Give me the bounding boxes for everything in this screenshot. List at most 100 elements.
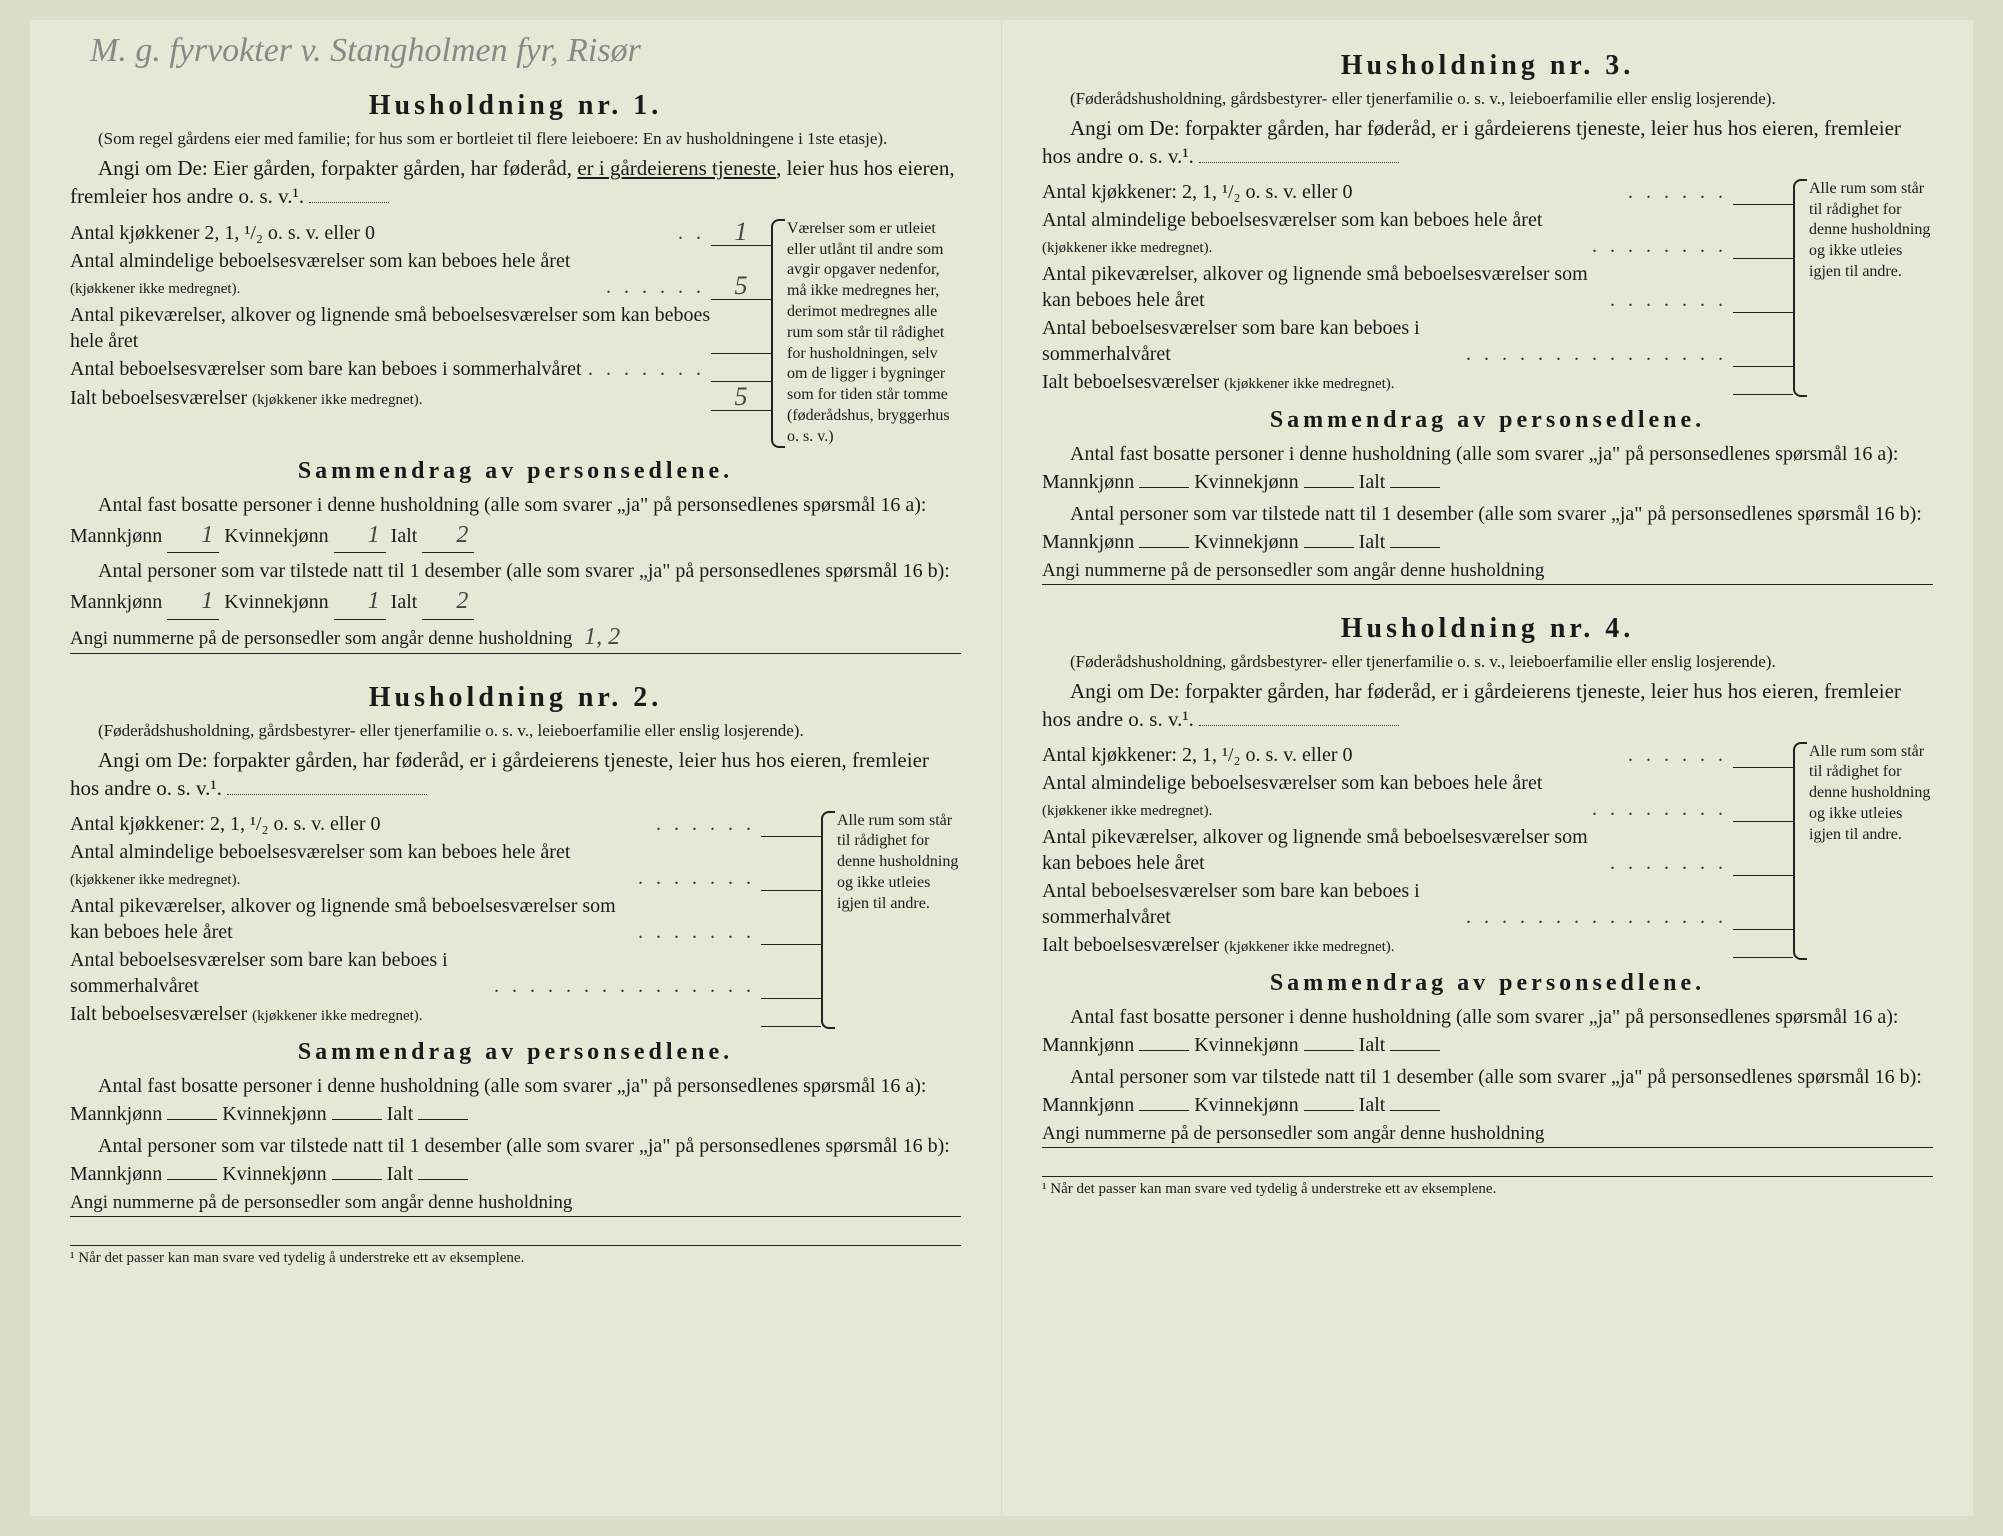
hh3-sidenote-text: Alle rum som står til rådighet for denne… — [1809, 180, 1930, 280]
hh4-ialt-val — [1733, 957, 1793, 958]
hh4-kjokken-label: Antal kjøkkener: 2, 1, ¹/₂ o. s. v. elle… — [1042, 742, 1622, 768]
hh2-kjokken-label: Antal kjøkkener: 2, 1, ¹/₂ o. s. v. elle… — [70, 811, 650, 837]
hh2-title: Husholdning nr. 2. — [70, 682, 961, 714]
footnote-left: ¹ Når det passer kan man svare ved tydel… — [70, 1245, 961, 1267]
household-4: Husholdning nr. 4. (Føderådshusholdning,… — [1042, 613, 1933, 1148]
hh4-row0-label: Antal almindelige beboelsesværelser som … — [1042, 772, 1542, 794]
footnote-right: ¹ Når det passer kan man svare ved tydel… — [1042, 1176, 1933, 1198]
hh3-row1: Antal pikeværelser, alkover og lignende … — [1042, 261, 1793, 313]
dots: . . . . . . — [1622, 742, 1733, 768]
hh1-ialt-small: (kjøkkener ikke medregnet). — [252, 392, 422, 408]
hh2-angi-text: Angi om De: forpakter gården, har føderå… — [70, 748, 929, 800]
hh2-angi: Angi om De: forpakter gården, har føderå… — [70, 746, 961, 803]
hh3-nummerne-label: Angi nummerne på de personsedler som ang… — [1042, 560, 1544, 581]
hh3-row2-label: Antal beboelsesværelser som bare kan beb… — [1042, 315, 1460, 367]
hh3-kjokken-row: Antal kjøkkener: 2, 1, ¹/₂ o. s. v. elle… — [1042, 179, 1793, 205]
hh4-row0-val — [1733, 821, 1793, 822]
hh1-sidenote-text: Værelser som er utleiet eller utlånt til… — [787, 220, 950, 445]
hh1-title: Husholdning nr. 1. — [70, 90, 961, 122]
hh3-angi: Angi om De: forpakter gården, har føderå… — [1042, 114, 1933, 171]
brace-icon — [771, 219, 785, 448]
hh3-p16a: Antal fast bosatte personer i denne hush… — [1042, 440, 1933, 496]
hh4-sidenote-text: Alle rum som står til rådighet for denne… — [1809, 743, 1930, 843]
hh3-angi-text: Angi om De: forpakter gården, har føderå… — [1042, 116, 1901, 168]
hh3-p16b-m — [1139, 547, 1189, 548]
hh1-row1: Antal pikeværelser, alkover og lignende … — [70, 302, 771, 354]
hh2-ialt-label: Ialt beboelsesværelser — [70, 1003, 247, 1025]
hh2-kjokken-val — [761, 836, 821, 837]
hh2-p16a-k — [332, 1119, 382, 1120]
hh3-sidenote: Alle rum som står til rådighet for denne… — [1803, 179, 1933, 397]
hh1-angi-blank — [309, 202, 389, 203]
hh3-kjokken-label: Antal kjøkkener: 2, 1, ¹/₂ o. s. v. elle… — [1042, 179, 1622, 205]
hh4-sidenote: Alle rum som står til rådighet for denne… — [1803, 742, 1933, 960]
hh3-p16a-m — [1139, 487, 1189, 488]
hh2-sub: (Føderådshusholdning, gårdsbestyrer- ell… — [70, 720, 961, 742]
dots: . . . . . . . . . . . . . . . — [1460, 341, 1733, 367]
hh1-sammen-title: Sammendrag av personsedlene. — [70, 458, 961, 485]
hh1-p16a: Antal fast bosatte personer i denne hush… — [70, 491, 961, 554]
hh4-angi-text: Angi om De: forpakter gården, har føderå… — [1042, 679, 1901, 731]
hh3-row2: Antal beboelsesværelser som bare kan beb… — [1042, 315, 1793, 367]
hh1-nummerne: Angi nummerne på de personsedler som ang… — [70, 624, 961, 654]
hh4-title: Husholdning nr. 4. — [1042, 613, 1933, 645]
hh4-p16b: Antal personer som var tilstede natt til… — [1042, 1063, 1933, 1119]
hh4-sammen-title: Sammendrag av personsedlene. — [1042, 970, 1933, 997]
hh4-nummerne-label: Angi nummerne på de personsedler som ang… — [1042, 1123, 1544, 1144]
handwriting-note: M. g. fyrvokter v. Stangholmen fyr, Risø… — [90, 32, 641, 70]
hh4-p16b-ialt — [1390, 1110, 1440, 1111]
hh3-ialt-small: (kjøkkener ikke medregnet). — [1224, 376, 1394, 392]
hh3-row0-label: Antal almindelige beboelsesværelser som … — [1042, 209, 1542, 231]
hh1-row0-val: 5 — [711, 273, 771, 300]
hh3-p16a-k — [1304, 487, 1354, 488]
hh4-p16a-k — [1304, 1050, 1354, 1051]
dots: . . . . . . . — [632, 919, 761, 945]
hh1-sub: (Som regel gårdens eier med familie; for… — [70, 128, 961, 150]
hh3-p16b-k — [1304, 547, 1354, 548]
hh3-sammen-title: Sammendrag av personsedlene. — [1042, 407, 1933, 434]
hh4-row2-val — [1733, 929, 1793, 930]
hh2-nummerne: Angi nummerne på de personsedler som ang… — [70, 1192, 961, 1217]
dots: . . . . . . . . . . . . . . . — [488, 973, 761, 999]
hh3-ialt-label: Ialt beboelsesværelser — [1042, 371, 1219, 393]
hh4-p16a: Antal fast bosatte personer i denne hush… — [1042, 1003, 1933, 1059]
hh3-title: Husholdning nr. 3. — [1042, 50, 1933, 82]
hh2-kjokken-row: Antal kjøkkener: 2, 1, ¹/₂ o. s. v. elle… — [70, 811, 821, 837]
hh2-row1-val — [761, 944, 821, 945]
hh2-row0-label: Antal almindelige beboelsesværelser som … — [70, 841, 570, 863]
ialt-label: Ialt — [1359, 531, 1386, 553]
hh3-sub: (Føderådshusholdning, gårdsbestyrer- ell… — [1042, 88, 1933, 110]
hh4-p16b-k — [1304, 1110, 1354, 1111]
hh3-row1-label: Antal pikeværelser, alkover og lignende … — [1042, 261, 1604, 313]
hh3-row1-val — [1733, 312, 1793, 313]
hh2-row0: Antal almindelige beboelsesværelser som … — [70, 839, 821, 891]
kvinne-label: Kvinnekjønn — [1194, 531, 1298, 553]
hh1-row2-label: Antal beboelsesværelser som bare kan beb… — [70, 356, 582, 382]
hh2-p16a: Antal fast bosatte personer i denne hush… — [70, 1072, 961, 1128]
page-left: M. g. fyrvokter v. Stangholmen fyr, Risø… — [30, 20, 1002, 1516]
hh4-nummerne: Angi nummerne på de personsedler som ang… — [1042, 1123, 1933, 1148]
dots: . . . . . . . . . . . . . . . — [1460, 904, 1733, 930]
dots: . . . . . . — [650, 811, 761, 837]
brace-icon — [1793, 742, 1807, 960]
hh2-nummerne-label: Angi nummerne på de personsedler som ang… — [70, 1192, 572, 1213]
hh2-p16b-k — [332, 1179, 382, 1180]
hh2-p16b-text: Antal personer som var tilstede natt til… — [70, 1135, 950, 1185]
dots: . . . . . . . — [582, 356, 711, 382]
hh3-p16b: Antal personer som var tilstede natt til… — [1042, 500, 1933, 556]
dots: . . — [672, 220, 711, 246]
hh4-row0-small: (kjøkkener ikke medregnet). — [1042, 803, 1212, 819]
hh1-kjokken-val: 1 — [711, 219, 771, 246]
hh2-ialt-val — [761, 1026, 821, 1027]
hh4-p16a-text: Antal fast bosatte personer i denne hush… — [1042, 1006, 1899, 1056]
kvinne-label: Kvinnekjønn — [222, 1103, 326, 1125]
hh4-ialt-small: (kjøkkener ikke medregnet). — [1224, 939, 1394, 955]
hh4-p16b-m — [1139, 1110, 1189, 1111]
hh2-sidenote: Alle rum som står til rådighet for denne… — [831, 811, 961, 1029]
household-2: Husholdning nr. 2. (Føderådshusholdning,… — [70, 682, 961, 1217]
ialt-label: Ialt — [387, 1103, 414, 1125]
dots: . . . . . . . — [1604, 287, 1733, 313]
hh1-row1-label: Antal pikeværelser, alkover og lignende … — [70, 302, 711, 354]
dots: . . . . . . — [1622, 179, 1733, 205]
hh3-p16a-text: Antal fast bosatte personer i denne hush… — [1042, 443, 1899, 493]
